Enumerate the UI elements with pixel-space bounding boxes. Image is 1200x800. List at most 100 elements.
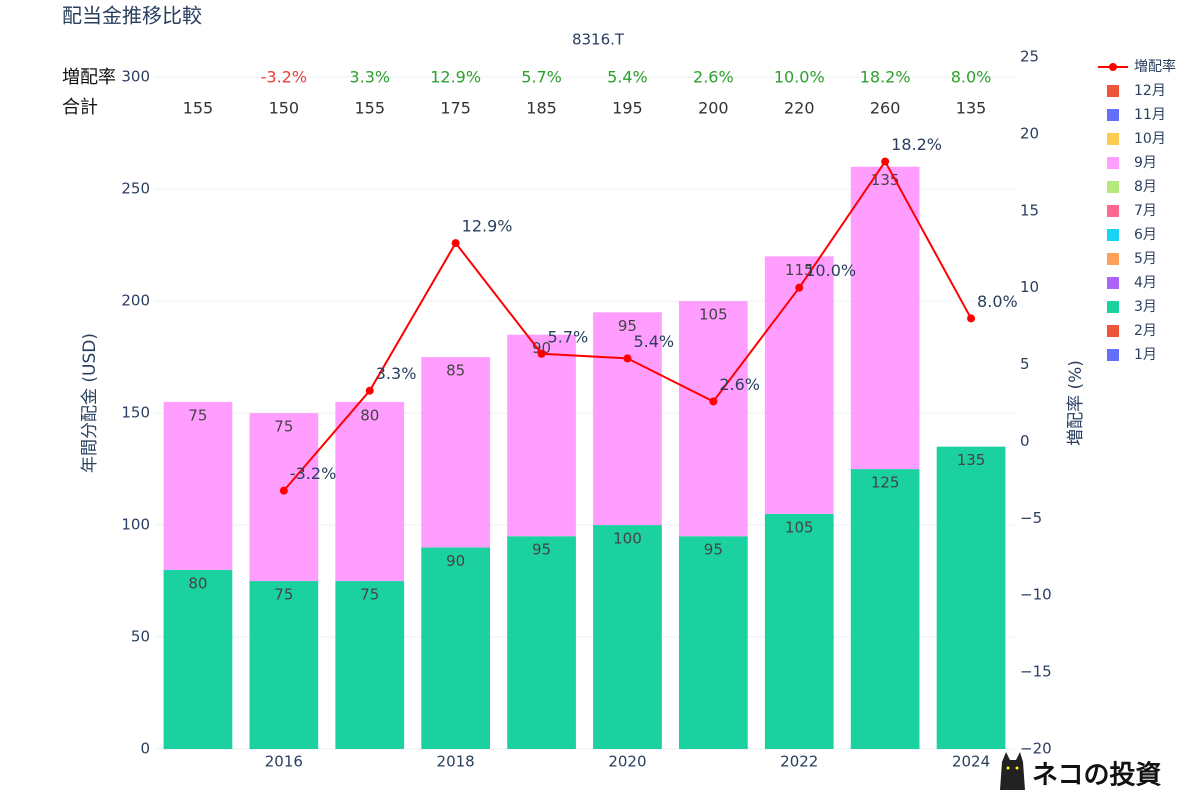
y2-tick-label: 10 <box>1020 278 1039 296</box>
growth-row-value: 10.0% <box>774 68 825 87</box>
chart-subtitle: 8316.T <box>572 31 625 49</box>
legend-symbol <box>1107 229 1119 241</box>
bar-label: 95 <box>704 541 723 559</box>
growth-row-value: 5.7% <box>521 68 562 87</box>
growth-row-value: 2.6% <box>693 68 734 87</box>
legend-label: 5月 <box>1134 251 1157 267</box>
legend-label: 10月 <box>1134 131 1166 147</box>
total-row-value: 200 <box>698 99 729 118</box>
bar-label: 80 <box>188 574 207 592</box>
x-tick-label: 2020 <box>608 753 646 771</box>
y2-tick-label: 5 <box>1020 355 1030 373</box>
line-label: 2.6% <box>719 375 760 394</box>
legend-symbol <box>1107 349 1119 361</box>
total-row-value: 220 <box>784 99 815 118</box>
growth-row-label: 増配率 <box>62 67 116 88</box>
y2-tick-label: −15 <box>1020 663 1052 681</box>
total-row-label: 合計 <box>62 97 98 118</box>
legend-symbol <box>1107 157 1119 169</box>
legend-label: 9月 <box>1134 155 1157 171</box>
y2-tick-label: 15 <box>1020 201 1039 219</box>
line-label: -3.2% <box>290 464 336 483</box>
bar-label: 75 <box>188 406 207 424</box>
growth-row-value: 8.0% <box>951 68 992 87</box>
growth-row-value: -3.2% <box>261 68 307 87</box>
y2-tick-label: −10 <box>1020 586 1052 604</box>
total-row-value: 135 <box>956 99 987 118</box>
bar-label: 90 <box>532 339 551 357</box>
bar-label: 75 <box>274 418 293 436</box>
bar <box>850 166 920 470</box>
line-label: 5.4% <box>633 332 674 351</box>
line-label: 18.2% <box>891 135 942 154</box>
legend-symbol <box>1107 109 1119 121</box>
total-row-value: 185 <box>526 99 557 118</box>
bar-label: 90 <box>446 552 465 570</box>
y2-tick-label: −5 <box>1020 509 1042 527</box>
y-tick-label: 150 <box>121 404 150 422</box>
y-axis-title: 年間分配金 (USD) <box>80 333 100 473</box>
growth-row-value: 3.3% <box>349 68 390 87</box>
line-marker <box>795 283 804 292</box>
legend-label: 12月 <box>1134 83 1166 99</box>
growth-row-value: 18.2% <box>860 68 911 87</box>
total-row-value: 155 <box>183 99 214 118</box>
legend-symbol <box>1107 85 1119 97</box>
bar <box>764 256 834 514</box>
line-marker <box>967 314 976 323</box>
line-label: 3.3% <box>376 364 417 383</box>
watermark: ネコの投資 <box>1032 761 1161 791</box>
bar <box>249 581 319 749</box>
bar-label: 85 <box>446 362 465 380</box>
bar <box>507 334 576 537</box>
legend-label: 増配率 <box>1134 58 1176 75</box>
bar <box>678 301 748 537</box>
bar <box>335 581 405 749</box>
x-tick-label: 2016 <box>265 753 303 771</box>
bar-label: 75 <box>360 586 379 604</box>
legend-label: 7月 <box>1134 203 1157 219</box>
line-label: 12.9% <box>462 217 513 236</box>
bar-label: 105 <box>785 518 814 536</box>
y-tick-label: 250 <box>121 180 150 198</box>
bar <box>678 536 748 749</box>
legend-symbol <box>1107 301 1119 313</box>
y-tick-label: 300 <box>121 68 150 86</box>
bar <box>421 547 491 749</box>
bar-label: 100 <box>613 530 642 548</box>
bar-label: 135 <box>957 451 986 469</box>
bar-label: 75 <box>274 586 293 604</box>
legend-symbol <box>1107 277 1119 289</box>
line-label: 8.0% <box>977 292 1018 311</box>
total-row-value: 260 <box>870 99 901 118</box>
bar-label: 105 <box>699 306 728 324</box>
y2-axis-title: 増配率 (%) <box>1066 360 1086 446</box>
legend-symbol <box>1107 181 1119 193</box>
growth-row-value: 12.9% <box>430 68 481 87</box>
y-tick-label: 100 <box>121 516 150 534</box>
y2-tick-label: 20 <box>1020 124 1039 142</box>
line-marker <box>623 354 632 363</box>
line-label: 10.0% <box>805 261 856 280</box>
bar <box>335 401 405 582</box>
y-tick-label: 200 <box>121 292 150 310</box>
bar <box>593 525 662 749</box>
line-marker <box>279 486 288 495</box>
bar <box>421 357 491 548</box>
bar <box>163 569 233 749</box>
legend-label: 1月 <box>1134 347 1157 363</box>
legend-symbol <box>1107 205 1119 217</box>
bar-label: 95 <box>532 541 551 559</box>
y-tick-label: 0 <box>140 740 150 758</box>
bar-label: 115 <box>785 261 814 279</box>
legend-symbol <box>1109 63 1117 71</box>
bar <box>850 469 920 749</box>
x-tick-label: 2024 <box>952 753 990 771</box>
bar <box>593 312 662 526</box>
legend-label: 4月 <box>1134 275 1157 291</box>
legend-symbol <box>1107 133 1119 145</box>
legend-label: 6月 <box>1134 227 1157 243</box>
legend-label: 11月 <box>1134 107 1166 123</box>
bar <box>249 413 319 582</box>
